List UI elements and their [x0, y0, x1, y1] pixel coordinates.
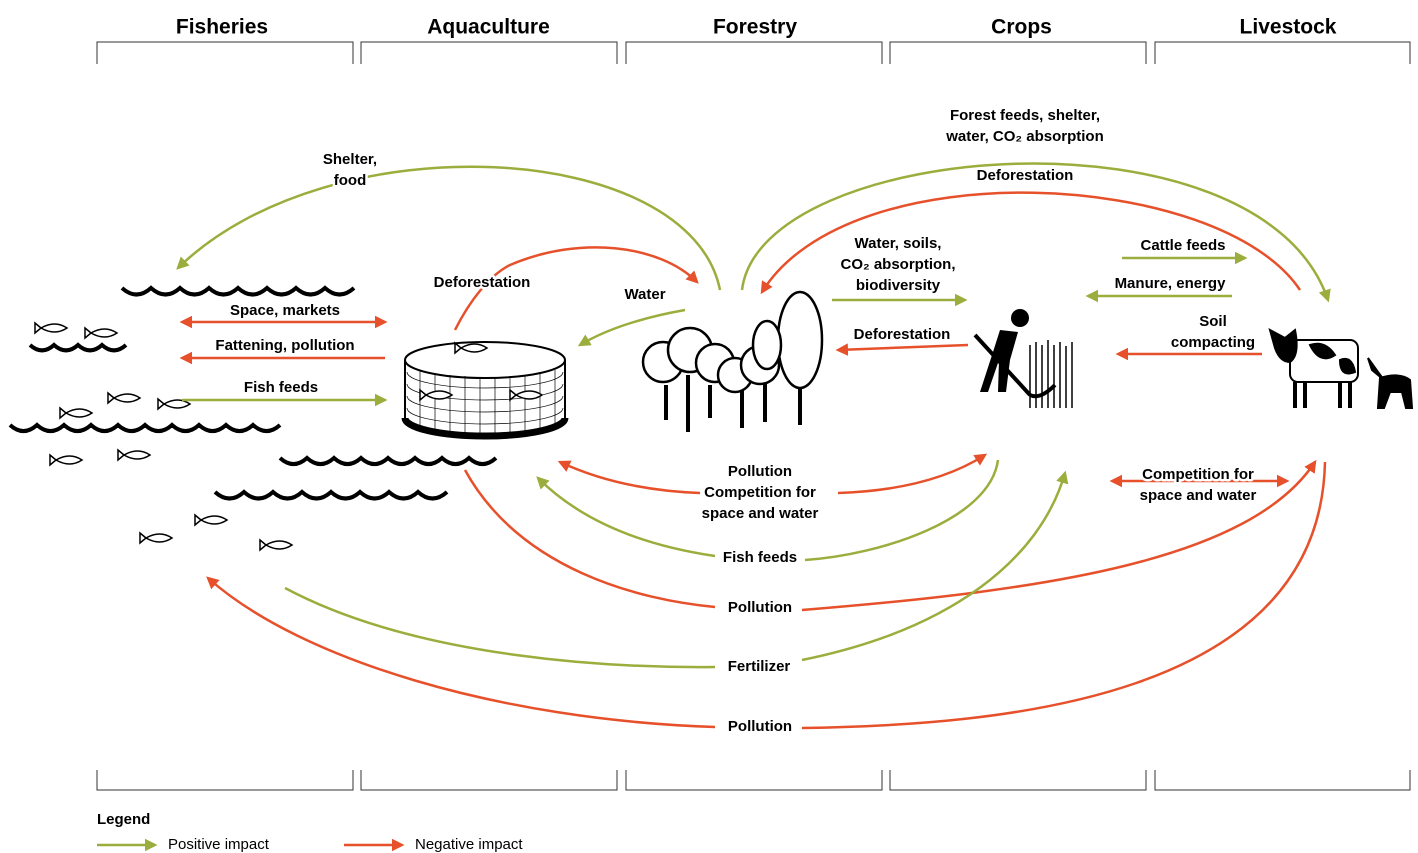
bracket — [97, 42, 1410, 64]
impact-label: Deforestation — [434, 274, 531, 291]
impact-label: Water — [624, 286, 665, 303]
impact-label: food — [334, 172, 366, 189]
impact-label: Forest feeds, shelter, — [950, 107, 1100, 124]
impact-label: Fish feeds — [723, 549, 797, 566]
labels: Shelter, food Deforestation Water Forest fee… — [215, 107, 1256, 735]
impact-arrow — [838, 455, 985, 493]
impact-label: Space, markets — [230, 302, 340, 319]
legend-title: Legend — [97, 811, 150, 828]
impact-label: CO₂ absorption, — [841, 256, 956, 273]
fish — [118, 450, 150, 460]
diagram: Shelter, food Deforestation Water Forest fee… — [0, 0, 1418, 853]
fish — [60, 408, 92, 418]
column-header: Livestock — [1240, 16, 1337, 39]
fish — [108, 393, 140, 403]
fish — [85, 328, 117, 338]
impact-arrow — [805, 460, 998, 560]
impact-label: Pollution — [728, 463, 792, 480]
impact-arrow — [802, 462, 1315, 610]
legend-label: Negative impact — [415, 836, 523, 853]
fish — [50, 455, 82, 465]
impact-label: Deforestation — [977, 167, 1074, 184]
impact-label: Competition for — [1142, 466, 1254, 483]
legend-label: Positive impact — [168, 836, 270, 853]
wave — [10, 425, 280, 431]
impact-label: Cattle feeds — [1140, 237, 1225, 254]
wave — [122, 288, 354, 295]
fish — [420, 390, 452, 400]
impact-label: compacting — [1171, 334, 1255, 351]
impact-arrow — [802, 473, 1065, 660]
impact-label: space and water — [702, 505, 819, 522]
fish — [195, 515, 227, 525]
impact-label: Water, soils, — [855, 235, 942, 252]
farmer — [975, 309, 1072, 408]
impact-arrow — [560, 462, 700, 493]
bracket — [97, 770, 1410, 790]
impact-label: space and water — [1140, 487, 1257, 504]
column-header: Forestry — [713, 16, 797, 39]
impact-label: Deforestation — [854, 326, 951, 343]
impact-arrow — [208, 578, 715, 727]
impact-label: Shelter, — [323, 151, 377, 168]
column-header: Crops — [991, 16, 1052, 39]
column-header: Aquaculture — [427, 16, 550, 39]
impact-label: water, CO₂ absorption — [945, 128, 1104, 145]
impact-label: Competition for — [704, 484, 816, 501]
impact-label: Manure, energy — [1115, 275, 1227, 292]
column-brackets — [97, 42, 1410, 790]
impact-label: Soil — [1199, 313, 1227, 330]
fish — [455, 343, 487, 353]
impact-label: Pollution — [728, 718, 792, 735]
fish — [260, 540, 292, 550]
column-header: Fisheries — [176, 16, 268, 39]
wave — [280, 458, 496, 464]
impact-label: biodiversity — [856, 277, 941, 294]
impact-label: Pollution — [728, 599, 792, 616]
impact-arrow — [538, 478, 715, 556]
fish — [140, 533, 172, 543]
wave — [215, 492, 447, 499]
fish-tank — [405, 342, 565, 437]
impact-arrow — [178, 167, 720, 290]
fish — [35, 323, 67, 333]
impact-label: Fish feeds — [244, 379, 318, 396]
page: Shelter, food Deforestation Water Forest fee… — [0, 0, 1418, 853]
cow — [1270, 330, 1412, 408]
wave — [30, 345, 126, 350]
impact-label: Fertilizer — [728, 658, 791, 675]
impact-arrow — [285, 588, 715, 667]
impact-label: Fattening, pollution — [215, 337, 354, 354]
impact-arrow — [838, 345, 968, 350]
